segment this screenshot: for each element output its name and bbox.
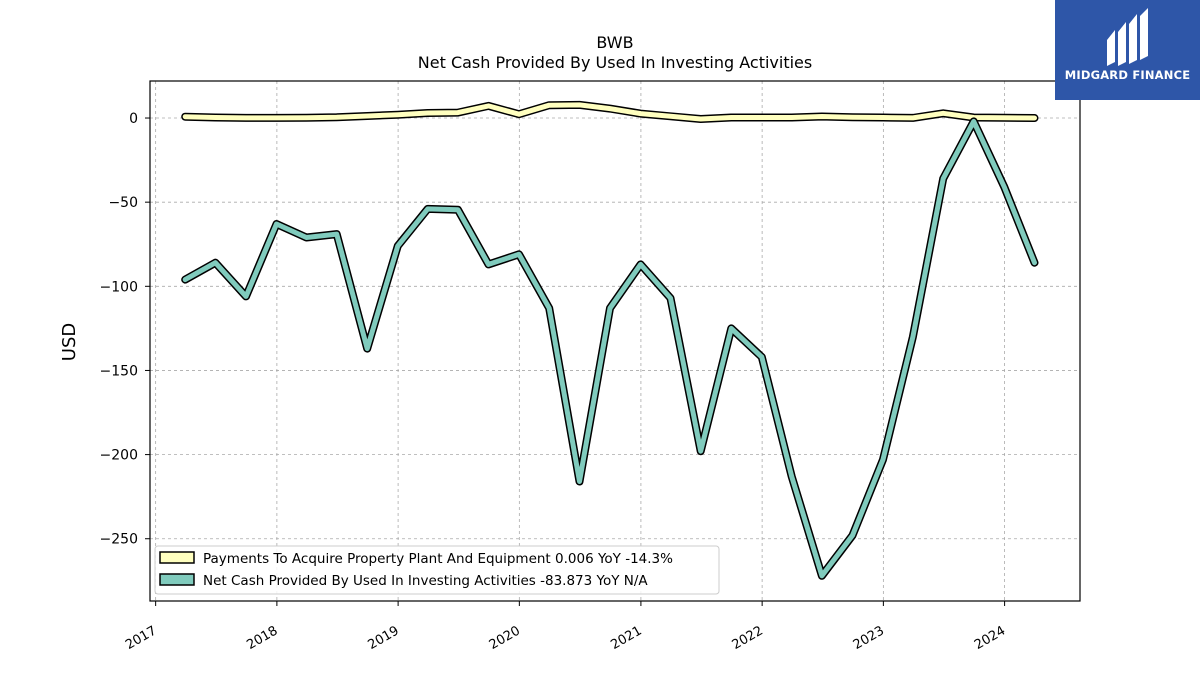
y-tick-label: −250 [100, 532, 138, 548]
brand-mark-icon [1107, 8, 1148, 66]
y-tick-label: 0 [129, 111, 138, 127]
x-tick-label: 2020 [487, 623, 523, 653]
brand-logo: MIDGARD FINANCE [1055, 0, 1200, 100]
chart-subtitle: Net Cash Provided By Used In Investing A… [418, 53, 812, 72]
series-line-investing-outline [181, 117, 1039, 580]
series-lines [181, 100, 1039, 580]
y-tick-label: −150 [100, 363, 138, 379]
x-tick-label: 2019 [366, 623, 402, 653]
x-tick-label: 2023 [851, 623, 887, 653]
x-tick-label: 2022 [730, 623, 766, 653]
legend-label-investing: Net Cash Provided By Used In Investing A… [203, 573, 648, 589]
brand-name: MIDGARD FINANCE [1064, 68, 1191, 82]
y-tick-label: −100 [100, 279, 138, 295]
y-axis: 0 −50 −100 −150 −200 −250 [100, 111, 150, 548]
x-tick-label: 2024 [972, 623, 1008, 653]
series-line-investing [182, 118, 1037, 579]
x-tick-label: 2018 [244, 623, 280, 653]
series-line-capex [182, 102, 1037, 122]
legend-swatch-investing [159, 573, 195, 586]
y-axis-label: USD [59, 323, 80, 361]
plot-frame [149, 80, 1081, 602]
x-tick-label: 2021 [608, 623, 644, 653]
legend-box [154, 545, 720, 595]
y-tick-label: −50 [108, 195, 138, 211]
legend: Payments To Acquire Property Plant And E… [154, 545, 720, 595]
y-tick-label: −200 [100, 448, 138, 464]
x-axis: 2017 2018 2019 2020 2021 2022 2023 2024 [123, 601, 1008, 653]
legend-swatch-capex [159, 551, 195, 564]
chart-title: BWB [596, 33, 633, 52]
x-tick-label: 2017 [123, 623, 159, 653]
legend-label-capex: Payments To Acquire Property Plant And E… [203, 551, 673, 567]
grid-lines [150, 81, 1080, 601]
